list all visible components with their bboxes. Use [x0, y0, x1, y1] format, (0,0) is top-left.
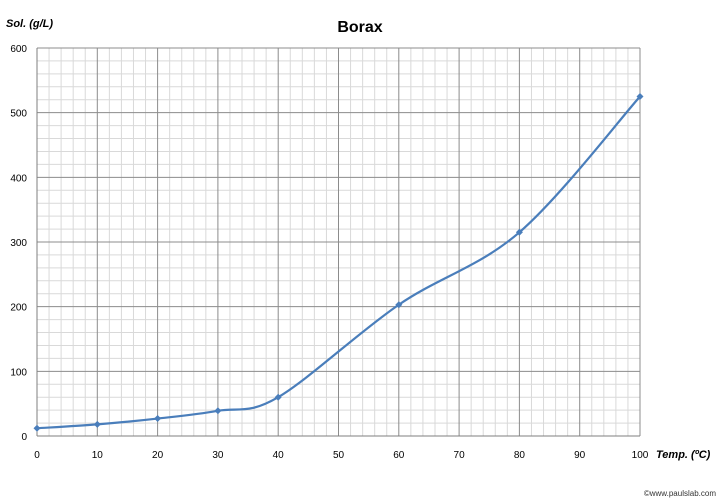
x-tick-labels: 0 10 20 30 40 50 60 70 80 90 100 — [34, 450, 649, 461]
x-tick-label: 10 — [92, 450, 104, 461]
x-tick-label: 90 — [574, 450, 586, 461]
y-tick-label: 0 — [21, 432, 27, 443]
x-tick-label: 70 — [454, 450, 466, 461]
x-tick-label: 20 — [152, 450, 164, 461]
major-grid — [36, 47, 641, 437]
series-line — [36, 95, 641, 430]
credit-text: ©www.paulslab.com — [644, 489, 716, 498]
x-tick-label: 50 — [333, 450, 345, 461]
x-axis-label: Temp. (ºC) — [656, 449, 711, 461]
y-axis-label: Sol. (g/L) — [6, 18, 53, 30]
data-point — [274, 393, 282, 401]
data-point — [515, 228, 523, 236]
data-point — [395, 301, 403, 309]
y-tick-label: 300 — [10, 238, 27, 249]
x-tick-label: 40 — [273, 450, 285, 461]
y-tick-label: 400 — [10, 173, 27, 184]
x-tick-label: 0 — [34, 450, 40, 461]
x-tick-label: 100 — [632, 450, 649, 461]
chart-title: Borax — [337, 19, 382, 36]
y-tick-label: 500 — [10, 109, 27, 120]
x-tick-label: 30 — [212, 450, 224, 461]
y-tick-label: 200 — [10, 303, 27, 314]
data-point — [33, 424, 41, 432]
axes — [36, 48, 640, 437]
x-tick-label: 60 — [393, 450, 405, 461]
series-layer — [33, 93, 644, 432]
data-point — [214, 407, 222, 415]
y-tick-label: 600 — [10, 44, 27, 55]
y-tick-labels: 0 100 200 300 400 500 600 — [10, 44, 27, 443]
x-tick-label: 80 — [514, 450, 526, 461]
data-point — [93, 420, 101, 428]
y-tick-label: 100 — [10, 367, 27, 378]
data-point — [636, 93, 644, 100]
data-point — [154, 415, 162, 423]
